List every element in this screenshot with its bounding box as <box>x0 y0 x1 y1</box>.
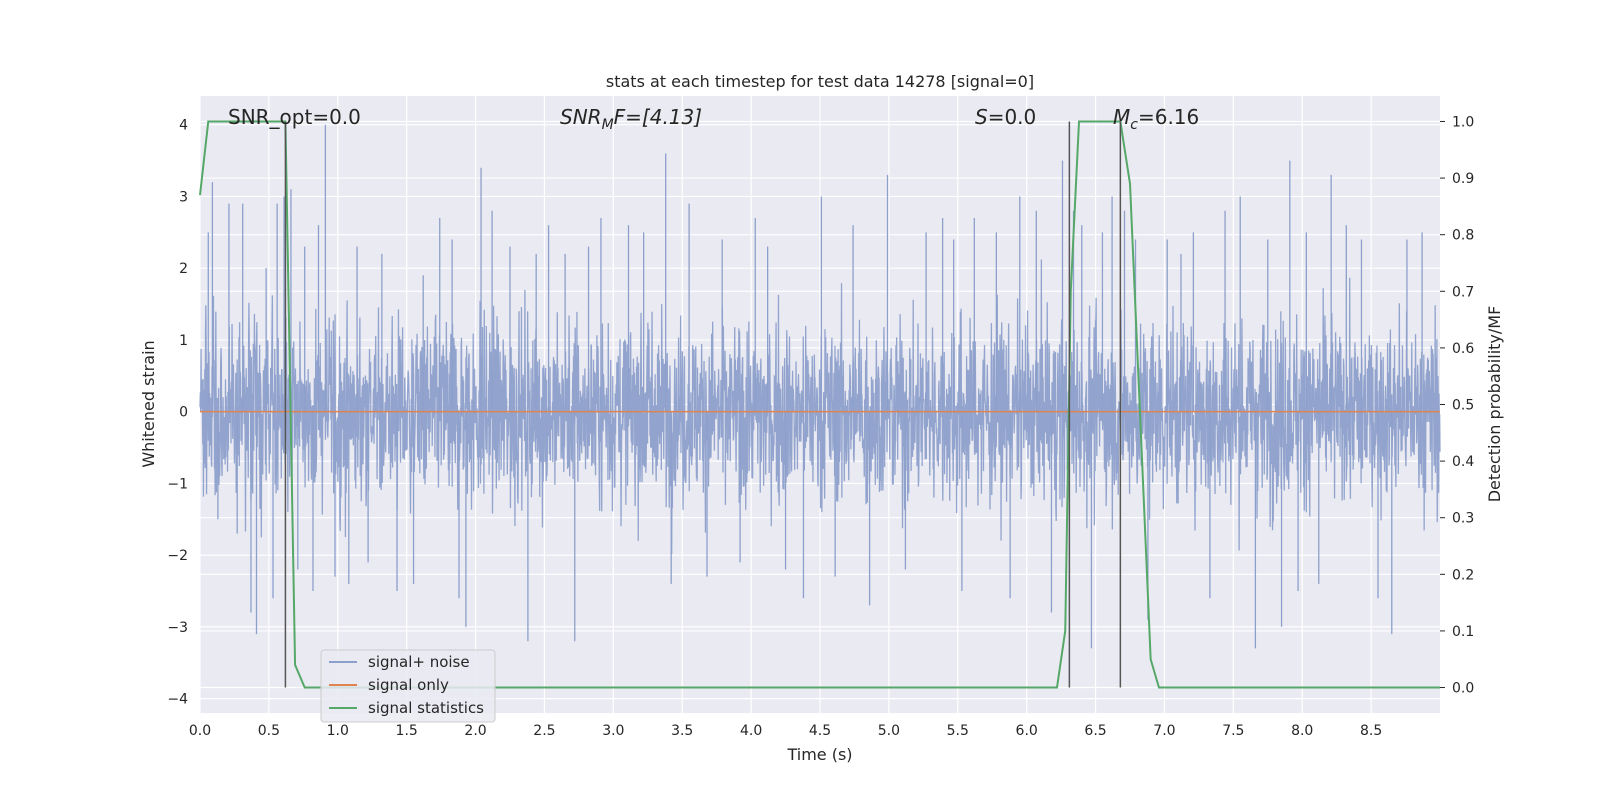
x-axis-label: Time (s) <box>786 745 852 764</box>
legend-label-signal-only: signal only <box>368 676 449 694</box>
y2-tick-label: 0.5 <box>1452 398 1474 414</box>
annotation-snr-mf-rest: F=[4.13] <box>614 105 702 129</box>
y-tick-label: −2 <box>167 548 188 564</box>
y-tick-label: −4 <box>167 692 188 708</box>
legend-box <box>320 649 496 723</box>
x-tick-label: 7.0 <box>1153 723 1175 739</box>
x-tick-label: 5.0 <box>878 723 900 739</box>
vertical-lines <box>284 121 1122 688</box>
x-axis-ticks: 0.0 0.5 1.0 1.5 2.0 2.5 3.0 3.5 4.0 4.5 5.0 5.5 6.0 6… <box>189 723 1382 739</box>
legend-label-signal-statistics: signal statistics <box>368 699 484 717</box>
x-tick-label: 2.0 <box>464 723 486 739</box>
x-tick-label: 5.5 <box>947 723 969 739</box>
y2-tick-label: 0.6 <box>1452 341 1474 357</box>
x-tick-label: 3.5 <box>671 723 693 739</box>
y2-tick-label: 0.4 <box>1452 454 1474 470</box>
y2-tick-label: 1.0 <box>1452 114 1474 130</box>
y2-tick-label: 0.1 <box>1452 624 1474 640</box>
annotation-mc-rest: =6.16 <box>1138 105 1199 129</box>
annotation-s-rest: =0.0 <box>988 105 1037 129</box>
x-tick-label: 0.5 <box>258 723 280 739</box>
y-tick-label: 4 <box>179 118 188 134</box>
y-tick-label: −1 <box>167 476 188 492</box>
x-tick-label: 8.0 <box>1291 723 1313 739</box>
y-tick-label: 3 <box>179 189 188 205</box>
annotation-s-main: S <box>975 105 988 129</box>
series-signal-noise <box>199 124 1441 649</box>
series-signal-statistics-line <box>199 120 1440 689</box>
x-tick-label: 1.5 <box>396 723 418 739</box>
y-axis-label: Whitened strain <box>139 340 158 467</box>
y2-tick-label: 0.8 <box>1452 228 1474 244</box>
annotation-snr-mf-main: SNR <box>560 105 602 129</box>
annotation-snr-opt: SNR_opt=0.0 <box>228 105 361 129</box>
legend: signal+ noise signal only signal statist… <box>320 649 496 723</box>
y-tick-label: 2 <box>179 261 188 277</box>
x-tick-label: 6.0 <box>1016 723 1038 739</box>
x-tick-label: 0.0 <box>189 723 211 739</box>
legend-label-signal-noise: signal+ noise <box>368 653 470 671</box>
y-tick-label: −3 <box>167 620 188 636</box>
x-tick-label: 6.5 <box>1084 723 1106 739</box>
x-tick-label: 8.5 <box>1360 723 1382 739</box>
x-tick-label: 3.0 <box>602 723 624 739</box>
chart-title: stats at each timestep for test data 142… <box>606 72 1034 91</box>
y-tick-label: 1 <box>179 333 188 349</box>
y-tick-label: 0 <box>179 405 188 421</box>
y2-axis-ticks: 1.0 0.9 0.8 0.7 0.6 0.5 0.4 0.3 0.2 0.1 0.0 <box>1440 114 1474 697</box>
series-lines <box>199 120 1440 689</box>
annotation-s: S=0.0 <box>975 105 1036 129</box>
x-tick-label: 7.5 <box>1222 723 1244 739</box>
y2-tick-label: 0.9 <box>1452 171 1474 187</box>
annotation-snr-mf-sub: M <box>602 117 614 133</box>
y2-tick-label: 0.2 <box>1452 567 1474 583</box>
x-tick-label: 4.5 <box>809 723 831 739</box>
annotation-mc-sub: c <box>1130 117 1138 133</box>
y2-tick-label: 0.3 <box>1452 511 1474 527</box>
annotation-mc: Mc=6.16 <box>1113 105 1199 133</box>
x-tick-label: 4.0 <box>740 723 762 739</box>
y2-axis-label: Detection probability/MF <box>1485 306 1504 503</box>
y2-tick-label: 0.7 <box>1452 284 1474 300</box>
x-tick-label: 2.5 <box>533 723 555 739</box>
y-axis-ticks: 4 3 2 1 0 −1 −2 −3 −4 <box>167 118 188 708</box>
x-tick-label: 1.0 <box>327 723 349 739</box>
annotation-mc-main: M <box>1113 105 1130 129</box>
y2-tick-label: 0.0 <box>1452 681 1474 697</box>
annotation-snr-mf: SNRMF=[4.13] <box>560 105 702 133</box>
